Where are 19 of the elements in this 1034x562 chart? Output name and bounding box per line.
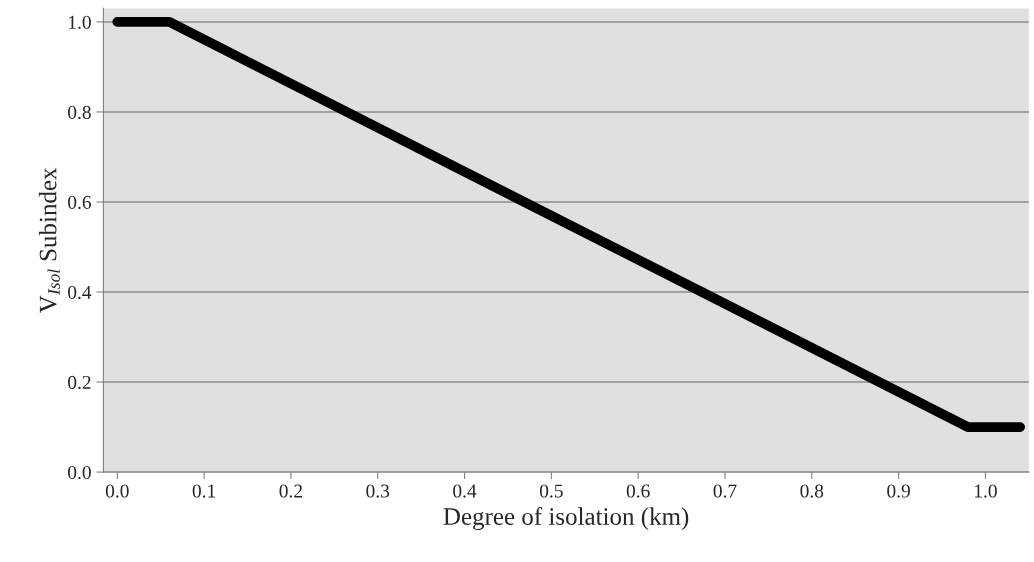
x-tick-label: 0.1: [192, 484, 216, 498]
x-tick-label: 0.8: [800, 484, 824, 498]
x-axis-title: Degree of isolation (km): [443, 507, 689, 531]
y-axis-title: V$_{Isol}$ Subindex: [38, 167, 60, 313]
y-tick-label: 0.8: [68, 105, 91, 119]
x-tick-label: 0.9: [887, 484, 910, 498]
x-tick-label: 0.5: [539, 484, 563, 498]
y-tick-label: 0.6: [68, 195, 92, 210]
x-tick-label: 0.4: [453, 484, 477, 498]
x-tick-label: 1.0: [974, 484, 997, 498]
x-tick-label: 0.6: [626, 484, 650, 498]
x-tick-label: 0.7: [713, 484, 737, 498]
y-tick-label: 1.0: [69, 15, 91, 29]
y-tick-label: 0.2: [68, 375, 91, 390]
x-tick-label: 0.2: [279, 484, 302, 498]
y-tick-label: 0.0: [68, 465, 91, 480]
x-tick-label: 0.0: [105, 484, 129, 498]
y-tick-label: 0.4: [68, 285, 92, 300]
x-tick-label: 0.3: [366, 484, 390, 498]
